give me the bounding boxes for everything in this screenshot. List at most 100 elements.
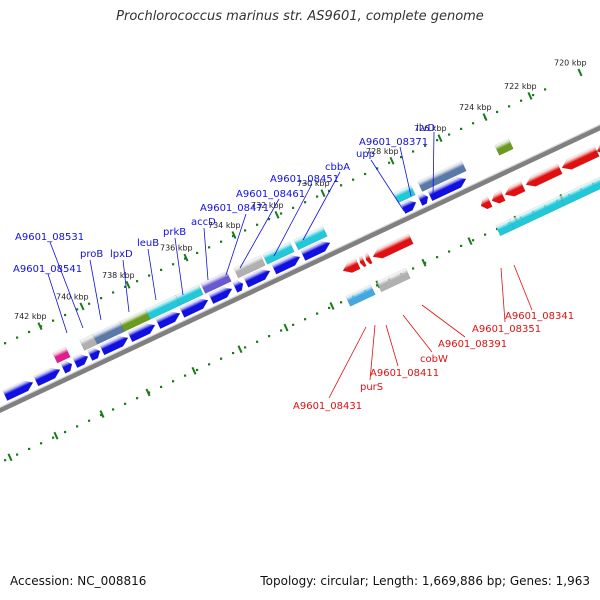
scale-tick	[437, 134, 443, 143]
gene-label-forward: upp	[356, 149, 375, 160]
leader-line-reverse	[500, 267, 506, 323]
gene-forward	[87, 347, 101, 362]
scale-dot-upper	[388, 161, 391, 164]
scale-dot-lower	[268, 335, 271, 338]
scale-tick-lower	[53, 431, 59, 440]
scale-dot-upper	[460, 127, 463, 130]
scale-dot-upper	[220, 240, 223, 243]
gene-reverse	[342, 258, 361, 273]
scale-dot-upper	[124, 285, 127, 288]
gene-reverse	[561, 146, 600, 170]
scale-dot-upper	[376, 167, 379, 170]
leader-line-forward	[273, 183, 313, 257]
scale-dot-upper	[76, 308, 79, 311]
leader-line-forward	[147, 248, 157, 301]
scale-dot-lower	[64, 430, 67, 434]
leader-line-forward	[225, 213, 247, 276]
scale-tick-lower	[7, 453, 13, 462]
leader-line-forward	[302, 171, 341, 241]
feature-reverse	[495, 219, 515, 237]
scale-dot-lower	[232, 351, 235, 355]
gene-label-forward: cbbA	[325, 162, 350, 173]
scale-dot-upper	[364, 172, 367, 176]
scale-dot-lower	[436, 256, 439, 259]
scale-dot-upper	[172, 263, 175, 266]
scale-dot-lower	[460, 244, 463, 247]
scale-dot-upper	[232, 234, 235, 238]
gene-forward	[208, 287, 233, 305]
leader-line-forward	[174, 237, 184, 296]
feature-reverse	[376, 267, 411, 293]
scale-dot-upper	[496, 110, 499, 114]
scale-dot-upper	[400, 156, 403, 159]
feature-forward	[417, 160, 467, 192]
scale-dot-upper	[100, 297, 103, 300]
scale-tick-label: 726 kbp	[414, 124, 447, 133]
gene-label-reverse: A9601_08341	[505, 311, 574, 322]
scale-dot-upper	[112, 291, 115, 294]
scale-dot-upper	[160, 268, 163, 271]
scale-dot-upper	[208, 246, 211, 249]
scale-tick-lower	[237, 345, 243, 354]
feature-forward	[233, 255, 266, 279]
gene-forward	[179, 298, 209, 318]
gene-label-forward: prkB	[163, 227, 186, 238]
scale-dot-upper	[340, 184, 343, 187]
scale-dot-upper	[52, 319, 55, 322]
feature-forward	[145, 295, 181, 320]
leader-line-forward	[89, 259, 102, 321]
scale-dot-lower	[124, 402, 127, 405]
scale-dot-upper	[328, 189, 331, 193]
scale-dot-lower	[472, 239, 475, 242]
scale-tick-lower	[329, 302, 335, 310]
feature-forward	[494, 138, 514, 156]
feature-reverse	[559, 172, 600, 207]
feature-forward	[119, 309, 151, 332]
accession-text: Accession: NC_008816	[10, 574, 147, 588]
gene-label-reverse: A9601_08391	[438, 339, 507, 350]
scale-dot-upper	[544, 88, 547, 91]
scale-dot-lower	[304, 318, 307, 321]
scale-tick-label: 734 kbp	[208, 221, 241, 230]
scale-dot-upper	[184, 257, 187, 260]
leader-line-forward	[370, 159, 405, 212]
scale-dot-lower	[88, 419, 91, 422]
leader-line-forward	[47, 273, 68, 334]
gene-forward	[400, 199, 417, 214]
scale-dot-lower	[196, 368, 199, 372]
scale-dot-lower	[340, 301, 343, 304]
scale-dot-upper	[304, 201, 307, 204]
scale-dot-lower	[244, 346, 247, 349]
scale-dot-lower	[172, 380, 175, 383]
gene-label-forward: A9601_08451	[270, 174, 339, 185]
leader-line-reverse	[421, 304, 466, 338]
leader-line-forward	[203, 227, 209, 281]
scale-tick-lower	[145, 388, 151, 397]
gene-label-forward: A9601_08531	[15, 232, 84, 243]
gene-label-forward: lpxD	[110, 249, 133, 260]
scale-dot-upper	[148, 274, 151, 277]
scale-dot-lower	[280, 329, 283, 332]
scale-dot-lower	[100, 414, 103, 417]
scale-tick-lower	[421, 258, 427, 267]
scale-tick-lower	[283, 323, 289, 332]
gene-label-forward: A9601_08471	[200, 203, 269, 214]
feature-reverse	[509, 195, 565, 230]
scale-tick-label: 742 kbp	[14, 312, 47, 321]
gene-forward	[271, 255, 301, 275]
gene-forward	[155, 311, 181, 330]
gene-forward	[243, 269, 271, 288]
leader-line-forward	[122, 259, 130, 313]
scale-dot-upper	[472, 122, 475, 125]
gene-label-reverse: A9601_08351	[472, 324, 541, 335]
scale-tick-label: 738 kbp	[102, 271, 135, 280]
scale-dot-lower	[184, 374, 187, 377]
gene-reverse	[491, 190, 506, 204]
scale-tick-label: 722 kbp	[504, 82, 537, 91]
scale-dot-upper	[520, 99, 523, 102]
gene-forward	[60, 360, 73, 374]
scale-dot-upper	[436, 139, 439, 142]
gene-forward	[2, 380, 34, 401]
scale-tick	[320, 189, 326, 198]
gene-label-reverse: A9601_08411	[370, 368, 439, 379]
